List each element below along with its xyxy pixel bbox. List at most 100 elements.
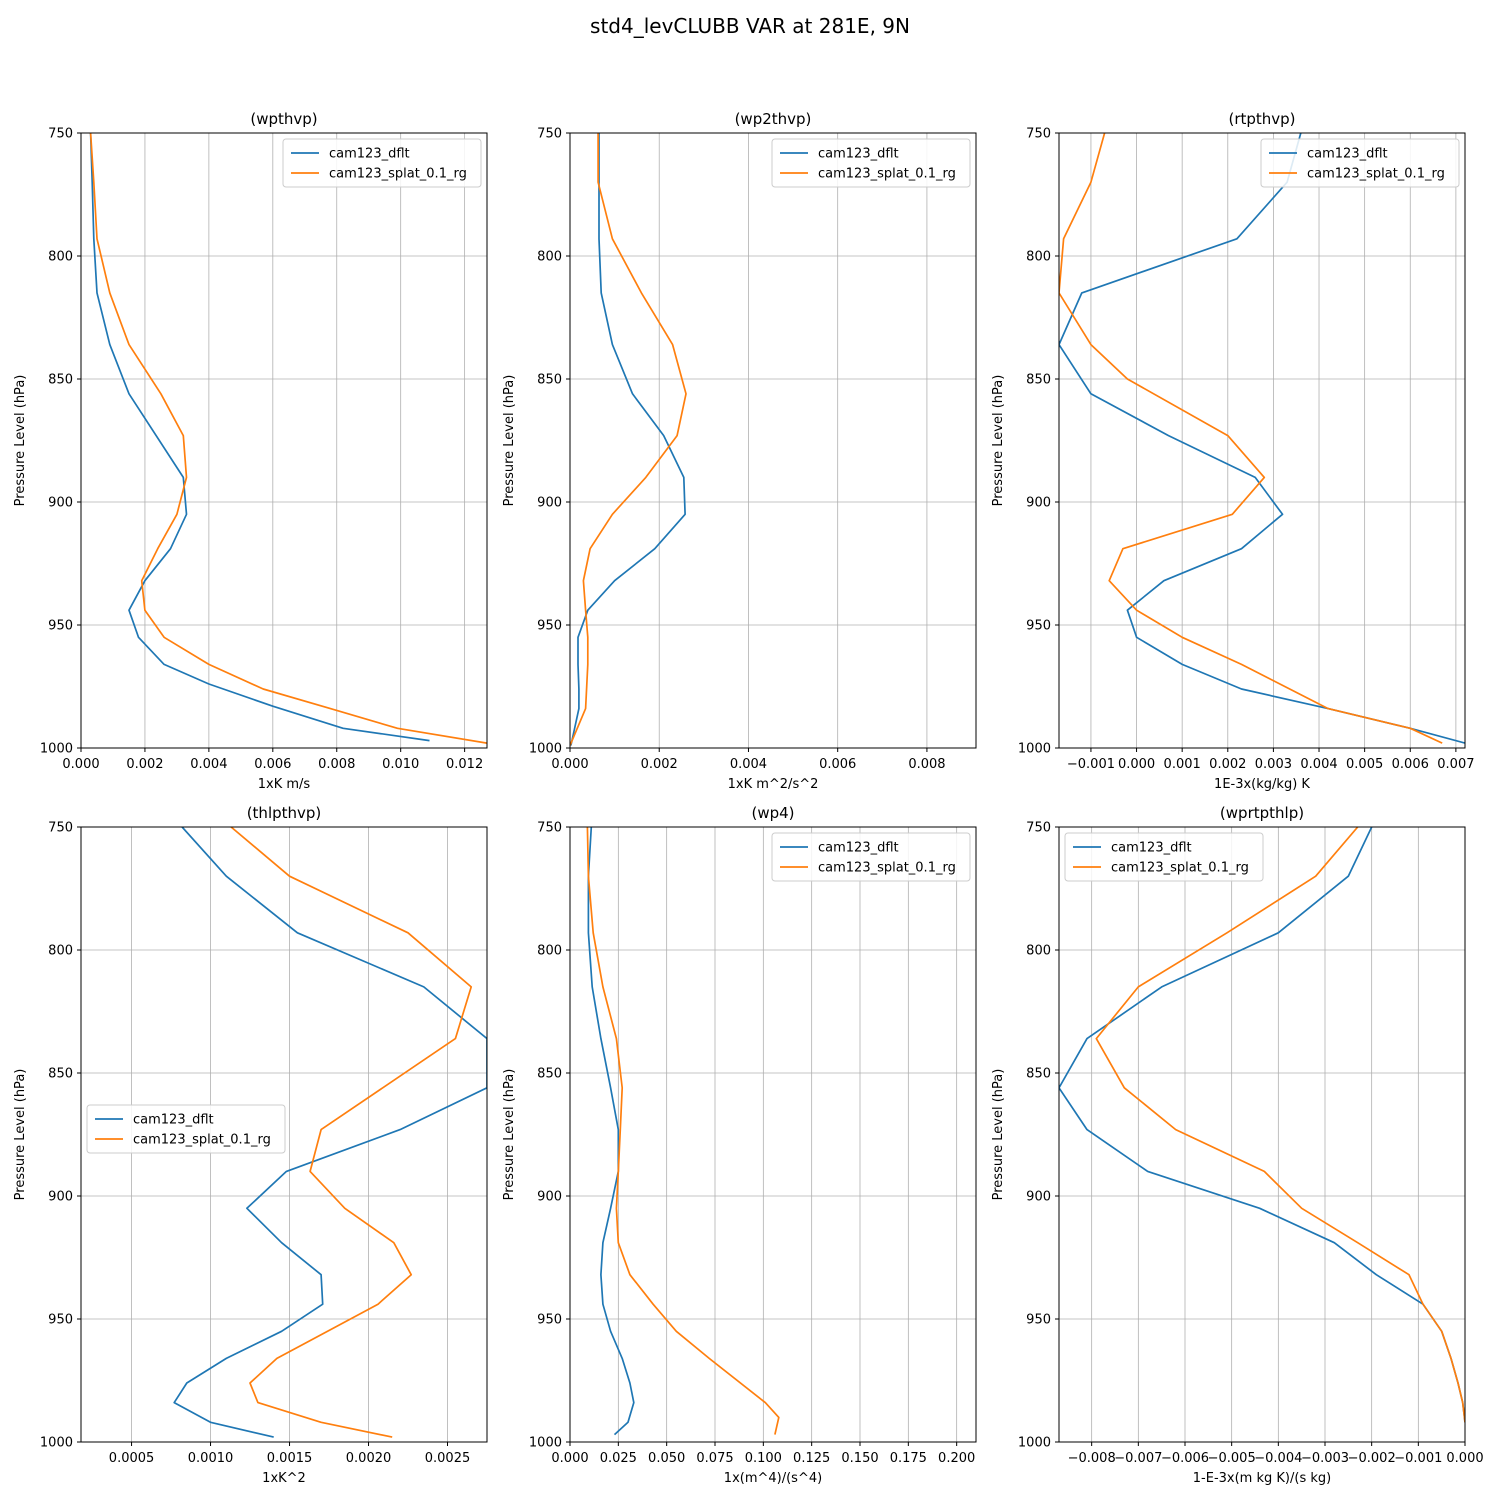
x-axis-label: 1xK^2 [262, 1471, 306, 1486]
panel-title: (rtpthvp) [1228, 110, 1295, 128]
y-tick-label: 900 [48, 496, 73, 511]
x-tick-label: 0.004 [190, 757, 227, 772]
panel-title: (wprtpthlp) [1220, 804, 1304, 822]
x-tick-label: 0.006 [254, 757, 291, 772]
y-axis-label: Pressure Level (hPa) [502, 1069, 517, 1201]
legend-label: cam123_splat_0.1_rg [133, 1133, 271, 1148]
legend: cam123_dflt cam123_splat_0.1_rg [86, 1104, 286, 1154]
y-tick-label: 1000 [1018, 742, 1051, 757]
x-tick-label: 0.0010 [188, 1451, 234, 1466]
x-axis-label: 1xK m^2/s^2 [728, 777, 819, 792]
y-tick-label: 850 [537, 373, 562, 388]
legend-box [771, 832, 971, 882]
x-tick-label: 0.001 [1164, 757, 1201, 772]
series-line-2 [586, 827, 780, 1435]
x-axis-label: 1xK m/s [258, 777, 311, 792]
panel-title: (wpthvp) [250, 110, 317, 128]
y-tick-label: 750 [48, 127, 73, 142]
y-tick-label: 1000 [529, 1436, 562, 1451]
x-tick-label: −0.007 [1114, 1451, 1162, 1466]
panel-title: (wp2thvp) [735, 110, 812, 128]
x-tick-label: 0.025 [600, 1451, 637, 1466]
y-tick-label: 750 [48, 821, 73, 836]
legend: cam123_dflt cam123_splat_0.1_rg [1064, 832, 1264, 882]
x-tick-label: 0.0020 [346, 1451, 392, 1466]
series-line-2 [89, 133, 487, 744]
x-tick-label: 0.007 [1437, 757, 1474, 772]
y-tick-label: 1000 [1018, 1436, 1051, 1451]
y-tick-label: 750 [537, 821, 562, 836]
legend-label: cam123_dflt [329, 147, 410, 162]
x-tick-label: 0.000 [551, 1451, 588, 1466]
y-tick-label: 750 [537, 127, 562, 142]
x-tick-label: 0.005 [1346, 757, 1383, 772]
series-line-1 [173, 827, 487, 1438]
legend-label: cam123_dflt [818, 841, 899, 856]
legend-label: cam123_splat_0.1_rg [1307, 167, 1445, 182]
series-line-1 [89, 133, 430, 742]
y-tick-label: 1000 [40, 742, 73, 757]
y-tick-label: 950 [48, 1313, 73, 1328]
y-tick-label: 1000 [40, 1436, 73, 1451]
y-axis-label: Pressure Level (hPa) [13, 375, 28, 507]
x-tick-label: 0.0015 [267, 1451, 313, 1466]
x-tick-label: 0.000 [551, 757, 588, 772]
legend-label: cam123_dflt [133, 1113, 214, 1128]
series-line-2 [230, 827, 473, 1438]
panel-1: 0.000 0.002 0.004 0.006 0.008 0.010 0.012 750 80… [13, 110, 488, 792]
series-line-1 [570, 133, 686, 746]
series-line-2 [1059, 133, 1443, 744]
x-tick-label: 0.012 [446, 757, 483, 772]
x-tick-label: 0.004 [730, 757, 767, 772]
y-tick-label: 800 [48, 944, 73, 959]
x-tick-label: 0.000 [62, 757, 99, 772]
x-tick-label: 0.004 [1300, 757, 1337, 772]
y-tick-label: 900 [1026, 496, 1051, 511]
y-tick-label: 900 [537, 1190, 562, 1205]
x-tick-label: 0.006 [819, 757, 856, 772]
axes-frame [80, 132, 488, 749]
x-axis-label: 1E-3x(kg/kg) K [1214, 777, 1310, 792]
y-tick-label: 950 [537, 619, 562, 634]
legend: cam123_dflt cam123_splat_0.1_rg [771, 832, 971, 882]
series-line-2 [1095, 827, 1465, 1423]
y-tick-label: 950 [48, 619, 73, 634]
x-tick-label: −0.005 [1208, 1451, 1256, 1466]
x-tick-label: 0.100 [745, 1451, 782, 1466]
y-tick-label: 1000 [529, 742, 562, 757]
axes-frame [1058, 826, 1466, 1443]
axes-frame [569, 826, 977, 1443]
x-tick-label: 0.175 [890, 1451, 927, 1466]
legend-label: cam123_dflt [1307, 147, 1388, 162]
axes-frame [80, 826, 488, 1443]
legend-label: cam123_dflt [818, 147, 899, 162]
x-tick-label: −0.008 [1068, 1451, 1116, 1466]
axes-frame [1058, 132, 1466, 749]
x-tick-label: 0.075 [696, 1451, 733, 1466]
figure-title: std4_levCLUBB VAR at 281E, 9N [590, 14, 910, 38]
y-tick-label: 950 [1026, 1313, 1051, 1328]
x-tick-label: 0.002 [1209, 757, 1246, 772]
x-tick-label: −0.001 [1394, 1451, 1442, 1466]
legend-label: cam123_splat_0.1_rg [818, 167, 956, 182]
y-tick-label: 900 [1026, 1190, 1051, 1205]
x-axis-label: 1-E-3x(m kg K)/(s kg) [1193, 1471, 1331, 1486]
series-line-1 [1059, 133, 1465, 744]
x-tick-label: −0.002 [1348, 1451, 1396, 1466]
panel-6: −0.008−0.007−0.006−0.005−0.004−0.003−0.0… [991, 804, 1484, 1486]
series-line-2 [570, 133, 687, 746]
y-tick-label: 850 [48, 373, 73, 388]
x-tick-label: 0.010 [382, 757, 419, 772]
y-tick-label: 850 [48, 1067, 73, 1082]
x-tick-label: 0.008 [318, 757, 355, 772]
x-tick-label: 0.002 [641, 757, 678, 772]
y-axis-label: Pressure Level (hPa) [502, 375, 517, 507]
legend-label: cam123_splat_0.1_rg [818, 861, 956, 876]
panel-4: 0.0005 0.0010 0.0015 0.0020 0.0025 750 800 850 9… [13, 804, 488, 1486]
legend-box [771, 138, 971, 188]
x-tick-label: 0.0005 [109, 1451, 155, 1466]
x-tick-label: −0.006 [1161, 1451, 1209, 1466]
y-tick-label: 850 [1026, 373, 1051, 388]
